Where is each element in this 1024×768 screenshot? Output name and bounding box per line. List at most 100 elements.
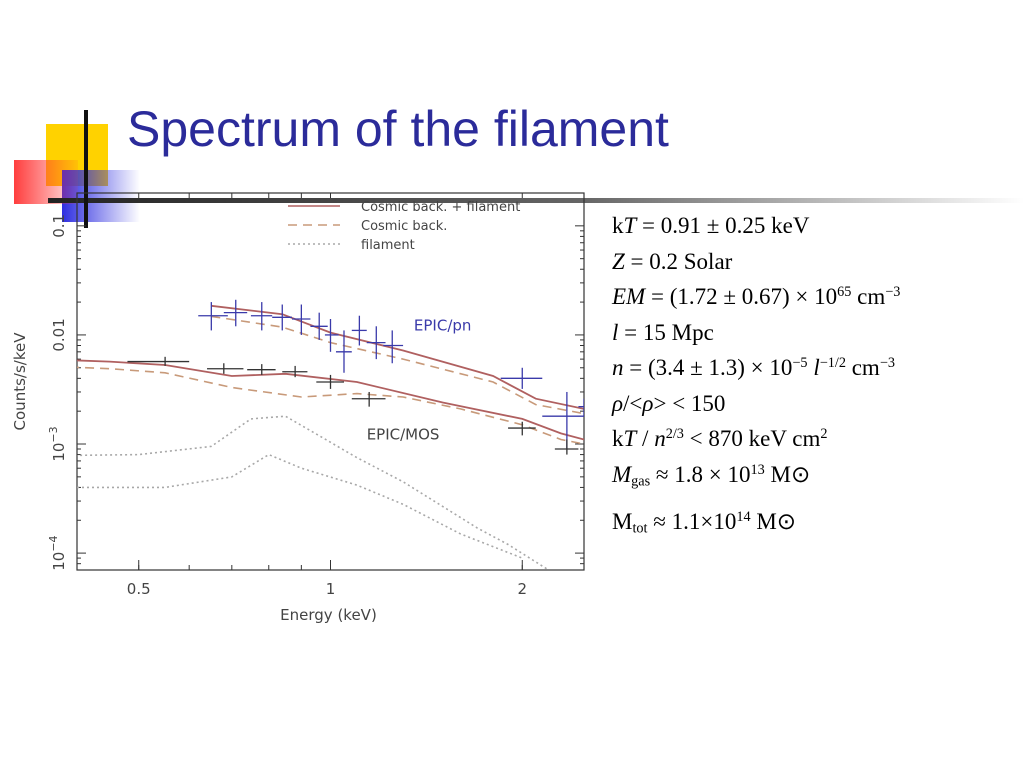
param-text: Z — [612, 248, 625, 274]
y-tick-label: 0.01 — [50, 318, 68, 351]
param-text: M⊙ — [764, 461, 811, 487]
param-text: 65 — [837, 284, 852, 301]
y-tick-label-group: 0.1 — [50, 214, 68, 238]
legend-label: filament — [361, 238, 415, 253]
param-text: cm — [845, 355, 880, 380]
y-tick-label-group: 0.01 — [50, 318, 68, 351]
pn-data-point — [291, 304, 311, 335]
x-tick-label: 0.5 — [127, 580, 151, 598]
x-tick-label: 1 — [326, 580, 336, 598]
mos-data-point — [316, 374, 344, 389]
param-text: T — [623, 426, 637, 451]
legend-label: Cosmic back. + filament — [361, 200, 520, 215]
slide-decoration — [14, 110, 1024, 228]
param-line: kT = 0.91 ± 0.25 keV — [612, 208, 1012, 244]
chart-annotation: EPIC/pn — [414, 316, 472, 334]
param-text: ≈ 1.1×10 — [647, 509, 737, 534]
param-text: −1/2 — [819, 355, 846, 372]
param-text: ρ — [642, 390, 654, 416]
deco-horizontal-rule — [48, 198, 1024, 203]
param-text: k — [612, 213, 624, 238]
mos-data-point — [554, 439, 579, 455]
plot-area — [77, 299, 584, 570]
y-axis-label-group: Counts/s/keV — [11, 332, 29, 431]
model-curve-0 — [211, 304, 584, 410]
pn-data-point — [351, 315, 367, 346]
y-tick-label: 10−3 — [47, 426, 68, 461]
pn-data-point — [198, 302, 228, 331]
param-line: EM = (1.72 ± 0.67) × 1065 cm−3 — [612, 279, 1012, 315]
param-line: Mtot ≈ 1.1×1014 M⊙ — [612, 504, 1012, 540]
deco-red-square — [14, 160, 78, 204]
fit-parameters: kT = 0.91 ± 0.25 keV Z = 0.2 Solar EM = (1… — [612, 208, 1012, 540]
pn-data-point — [250, 302, 273, 331]
param-text: M — [612, 461, 632, 487]
y-tick-base: 10 — [50, 443, 68, 462]
param-text: M⊙ — [750, 509, 797, 534]
y-tick-exponent: −4 — [47, 535, 60, 551]
model-curve-4 — [77, 415, 550, 570]
param-text: < 870 keV cm — [683, 426, 821, 451]
param-text: l — [612, 319, 619, 345]
mos-data-point — [351, 391, 386, 407]
model-curve-2 — [77, 359, 584, 441]
param-line: kT / n2/3 < 870 keV cm2 — [612, 421, 1012, 457]
pn-data-point — [272, 304, 292, 331]
param-text: n — [654, 426, 666, 451]
pn-data-point — [223, 299, 248, 327]
x-tick-label: 2 — [517, 580, 527, 598]
param-line: l = 15 Mpc — [612, 315, 1012, 351]
pn-data-point — [335, 330, 352, 373]
param-text: cm — [851, 284, 886, 309]
mos-data-point — [207, 363, 244, 374]
param-line: Z = 0.2 Solar — [612, 244, 1012, 280]
param-text: ≈ 1.8 × 10 — [650, 461, 751, 487]
slide-title: Spectrum of the filament — [127, 101, 669, 157]
param-text: n — [612, 355, 624, 380]
param-text: = (3.4 ± 1.3) × 10 — [623, 355, 793, 380]
model-curve-5 — [77, 453, 523, 559]
mos-data-point — [127, 356, 190, 366]
param-text: 14 — [736, 509, 751, 526]
model-curve-3 — [77, 366, 584, 445]
param-text: l — [813, 355, 820, 380]
param-text: 13 — [750, 461, 765, 478]
chart-legend: Cosmic back. + filament Cosmic back. filam… — [288, 200, 520, 253]
param-line: Mgas ≈ 1.8 × 1013 M⊙ — [612, 457, 1012, 493]
y-axis-label: Counts/s/keV — [11, 332, 29, 431]
y-tick-label-group: 10−3 — [47, 426, 68, 461]
param-text: −3 — [879, 355, 895, 372]
param-text: ρ — [612, 390, 624, 416]
param-text: > < 150 — [653, 390, 726, 416]
param-text: = (1.72 ± 0.67) × 10 — [645, 284, 838, 309]
deco-vertical-rule — [84, 110, 88, 228]
param-text: tot — [632, 520, 648, 537]
y-tick-label: 10−4 — [47, 535, 68, 570]
mos-data-point — [282, 365, 308, 378]
param-text: T — [623, 213, 637, 238]
param-text: /< — [623, 390, 643, 416]
model-curve-1 — [211, 315, 584, 415]
x-axis-label: Energy (keV) — [280, 606, 377, 624]
pn-data-point — [310, 312, 328, 340]
param-text: EM — [612, 284, 646, 309]
pn-data-point — [366, 326, 386, 360]
y-tick-label: 0.1 — [50, 214, 68, 238]
param-text: = 15 Mpc — [618, 319, 714, 345]
pn-data-point — [500, 367, 543, 389]
param-text: = 0.91 ± 0.25 keV — [636, 213, 810, 238]
mos-data-point — [508, 421, 536, 436]
param-text: / — [636, 426, 655, 451]
y-tick-label-group: 10−4 — [47, 535, 68, 570]
chart-annotation: EPIC/MOS — [367, 425, 440, 443]
param-text: M — [612, 509, 633, 534]
param-line: n = (3.4 ± 1.3) × 10−5 l−1/2 cm−3 — [612, 350, 1012, 386]
pn-data-point — [383, 330, 404, 364]
param-text: −3 — [885, 284, 901, 301]
param-text: = 0.2 Solar — [624, 248, 733, 274]
param-text: 2/3 — [665, 426, 684, 443]
y-tick-base: 10 — [50, 552, 68, 571]
param-line: ρ/<ρ> < 150 — [612, 386, 1012, 422]
mos-data-point — [247, 364, 276, 375]
